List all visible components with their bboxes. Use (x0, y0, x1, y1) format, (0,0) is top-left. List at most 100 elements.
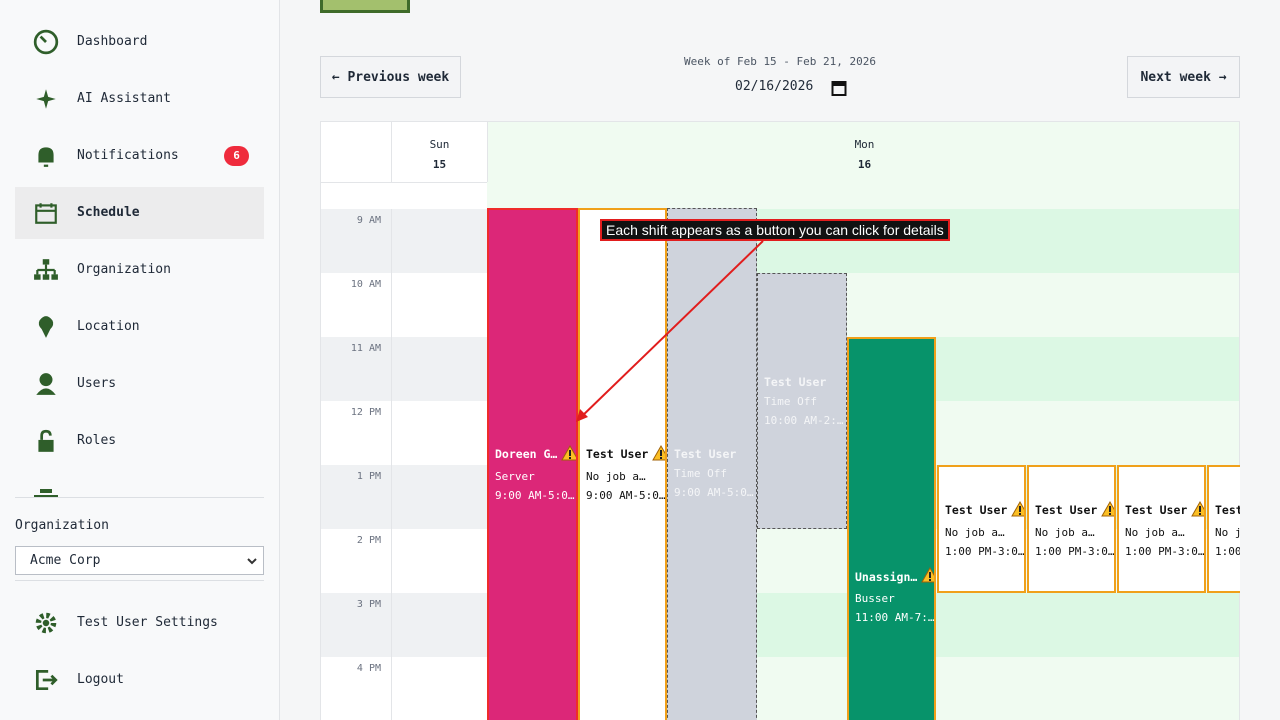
day-date: 15 (432, 158, 447, 171)
org-select[interactable]: Acme Corp (15, 546, 264, 575)
chevron (247, 555, 257, 565)
icon (33, 257, 59, 283)
shift-time: 9:00 AM-5:0… (674, 486, 754, 499)
shift-button[interactable]: Test User No job a… 1:00 PM-3:0… (1117, 465, 1206, 593)
shift-role: Server (495, 469, 535, 483)
nav-item[interactable]: Schedule (15, 187, 264, 239)
nav-item[interactable]: Users (15, 358, 264, 410)
shift-title-text: Test User (764, 375, 827, 389)
footer-label: Test User Settings (77, 615, 218, 630)
shift-title: Test User (1215, 501, 1240, 520)
shift-button[interactable]: Unassign… Busser 11:00 AM-7:… (847, 337, 936, 720)
nav-item[interactable]: Dashboard (15, 16, 264, 68)
icon (33, 314, 59, 340)
divider (15, 497, 264, 498)
icon (33, 428, 59, 454)
icon-svg (36, 89, 56, 109)
icon (33, 143, 59, 169)
chevron-svg (247, 558, 257, 565)
sidebar: Dashboard AI Assistant Notifications 6 Sched… (0, 0, 280, 720)
warning-svg (1191, 500, 1204, 516)
icon (33, 667, 59, 693)
shift-button[interactable]: Doreen G… Server 9:00 AM-5:0… (487, 208, 578, 720)
nav-label: Dashboard (77, 34, 148, 49)
nav-item[interactable]: Roles (15, 415, 264, 467)
calendar-icon (831, 79, 847, 97)
footer-label: Logout (77, 672, 124, 687)
all-day-mon (487, 182, 1239, 209)
shift-time: 9:00 AM-5:0… (495, 488, 575, 502)
warning-svg (561, 444, 576, 460)
sun-cell (391, 465, 487, 529)
sun-cell (391, 337, 487, 401)
next-week-button[interactable]: Next week → (1127, 56, 1240, 98)
shift-time: 1:00 PM-3:0… (1215, 544, 1240, 558)
sun-cell (391, 401, 487, 465)
date-input[interactable]: 02/16/2026 (735, 79, 855, 99)
icon (33, 610, 59, 636)
warning-svg (921, 566, 934, 583)
sun-cell (391, 273, 487, 337)
day-header: Mon 16 (487, 122, 1239, 182)
org-value: Acme Corp (30, 553, 101, 568)
calendar-svg (831, 81, 847, 96)
shift-button[interactable]: Test User Time Off 9:00 AM-5:0… (667, 208, 757, 720)
nav-label: AI Assistant (77, 91, 171, 106)
icon-svg (38, 147, 54, 167)
shift-title: Unassign… (855, 566, 934, 586)
shift-role: Time Off (674, 467, 727, 480)
nav-label: Schedule (77, 205, 140, 220)
footer-item[interactable]: Logout (15, 654, 264, 706)
shift-role: Busser (855, 592, 895, 605)
icon-svg (34, 489, 58, 498)
shift-title: Test User (945, 500, 1024, 520)
shift-role: No job a… (1215, 525, 1240, 539)
sun-cell (391, 209, 487, 273)
icon-svg (36, 373, 56, 395)
day-date: 16 (857, 158, 872, 171)
shift-title-text: Doreen G… (495, 447, 558, 461)
time-cell: 4 PM (321, 657, 391, 720)
week-label: Week of Feb 15 - Feb 21, 2026 (683, 55, 877, 68)
warning-icon (921, 566, 934, 586)
shift-role: Time Off (764, 395, 817, 408)
shift-title-text: Test User (586, 447, 649, 461)
prev-week-button[interactable]: ← Previous week (320, 56, 461, 98)
shift-title-text: Test User (1125, 503, 1188, 517)
shift-button[interactable]: Test User Time Off 10:00 AM-2:… (757, 273, 847, 529)
icon-svg (38, 429, 54, 452)
shift-title-text: Test User (945, 503, 1008, 517)
shift-button[interactable]: Test User No job a… 1:00 PM-3:0… (937, 465, 1026, 593)
day-name: Sun (429, 138, 450, 151)
nav-item[interactable]: AI Assistant (15, 73, 264, 125)
time-cell: 11 AM (321, 337, 391, 401)
footer-item[interactable]: Test User Settings (15, 597, 264, 649)
icon-svg (34, 259, 58, 280)
nav-item[interactable]: Organization (15, 244, 264, 296)
nav-label: Users (77, 376, 117, 391)
shift-role: No job a… (1125, 525, 1185, 539)
icon (33, 29, 59, 55)
warning-icon (1101, 500, 1114, 520)
shift-title-text: Test User (1215, 503, 1240, 517)
nav-label: Roles (77, 433, 117, 448)
annotation: Each shift appears as a button you can c… (600, 219, 950, 241)
shift-button[interactable]: Test User No job a… 1:00 PM-3:0… (1027, 465, 1116, 593)
nav-item[interactable]: Notifications 6 (15, 130, 264, 182)
date-value: 02/16/2026 (735, 79, 814, 94)
time-cell: 12 PM (321, 401, 391, 465)
sun-cell (391, 657, 487, 720)
icon-svg (33, 29, 59, 55)
icon-svg (38, 316, 54, 338)
nav-item[interactable]: Location (15, 301, 264, 353)
icon-svg (35, 669, 58, 691)
shift-title: Test User (1035, 500, 1114, 520)
nav-label: Organization (77, 262, 171, 277)
time-cell: 1 PM (321, 465, 391, 529)
shift-button[interactable]: Test User No job a… 1:00 PM-3:0… (1207, 465, 1240, 593)
top-button[interactable] (320, 0, 410, 13)
shift-button[interactable]: Test User No job a… 9:00 AM-5:0… (578, 208, 667, 720)
shift-title-text: Test User (674, 447, 737, 461)
